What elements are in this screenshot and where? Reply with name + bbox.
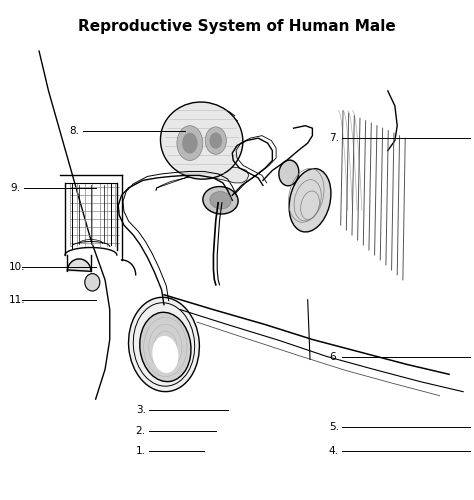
Ellipse shape — [205, 127, 227, 154]
Text: 2.: 2. — [136, 426, 146, 436]
Polygon shape — [156, 166, 249, 190]
Ellipse shape — [210, 132, 222, 149]
Ellipse shape — [289, 168, 331, 232]
Ellipse shape — [161, 102, 243, 179]
Text: 10.: 10. — [9, 262, 25, 272]
Ellipse shape — [152, 336, 178, 373]
Ellipse shape — [182, 132, 198, 154]
Ellipse shape — [128, 298, 200, 392]
Text: 7.: 7. — [329, 133, 339, 143]
Text: 8.: 8. — [70, 126, 80, 136]
Text: 6.: 6. — [329, 352, 339, 362]
Text: Reproductive System of Human Male: Reproductive System of Human Male — [78, 19, 396, 34]
Ellipse shape — [85, 274, 100, 291]
Ellipse shape — [279, 160, 299, 186]
Text: 9.: 9. — [11, 183, 21, 193]
Ellipse shape — [140, 312, 191, 382]
Ellipse shape — [203, 186, 238, 214]
Ellipse shape — [210, 192, 231, 209]
Ellipse shape — [177, 126, 203, 160]
Text: 4.: 4. — [329, 446, 339, 456]
Text: 3.: 3. — [136, 405, 146, 415]
Text: 1.: 1. — [136, 446, 146, 456]
Text: 5.: 5. — [329, 422, 339, 432]
Text: 11.: 11. — [9, 294, 25, 304]
Polygon shape — [67, 259, 91, 272]
